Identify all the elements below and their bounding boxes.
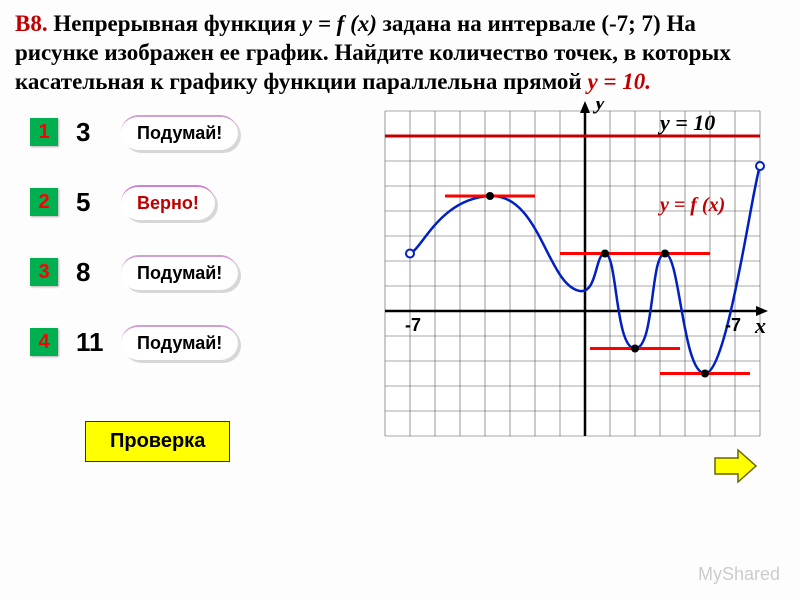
think-bubble: Подумай! [121, 115, 238, 150]
next-arrow[interactable] [710, 446, 760, 491]
answer-row: 4 11 Подумай! [30, 321, 238, 363]
svg-text:x: x [754, 313, 766, 338]
svg-text:-7: -7 [725, 315, 741, 335]
answer-number-button[interactable]: 1 [30, 118, 58, 146]
check-button[interactable]: Проверка [85, 421, 230, 462]
watermark: MyShared [698, 564, 780, 585]
answer-number-button[interactable]: 2 [30, 188, 58, 216]
answer-value: 11 [76, 327, 106, 358]
svg-text:y = 10: y = 10 [657, 110, 715, 135]
answer-number-button[interactable]: 3 [30, 258, 58, 286]
answer-value: 3 [76, 117, 106, 148]
answer-row: 25 Верно! [30, 181, 238, 223]
svg-text:-7: -7 [405, 315, 421, 335]
answer-value: 8 [76, 257, 106, 288]
problem-func: y = f (x) [302, 11, 377, 36]
problem-line: y = 10. [587, 69, 651, 94]
think-bubble: Подумай! [121, 325, 238, 360]
answer-number-button[interactable]: 4 [30, 328, 58, 356]
answer-row: 38 Подумай! [30, 251, 238, 293]
answer-value: 5 [76, 187, 106, 218]
problem-label: В8. [15, 11, 48, 36]
answer-row: 13 Подумай! [30, 111, 238, 153]
correct-bubble: Верно! [121, 185, 215, 220]
graph-area: yx-7-7y = 10y = f (x) [375, 101, 770, 451]
problem-t1: Непрерывная функция [48, 11, 302, 36]
svg-text:y = f (x): y = f (x) [658, 194, 725, 216]
think-bubble: Подумай! [121, 255, 238, 290]
